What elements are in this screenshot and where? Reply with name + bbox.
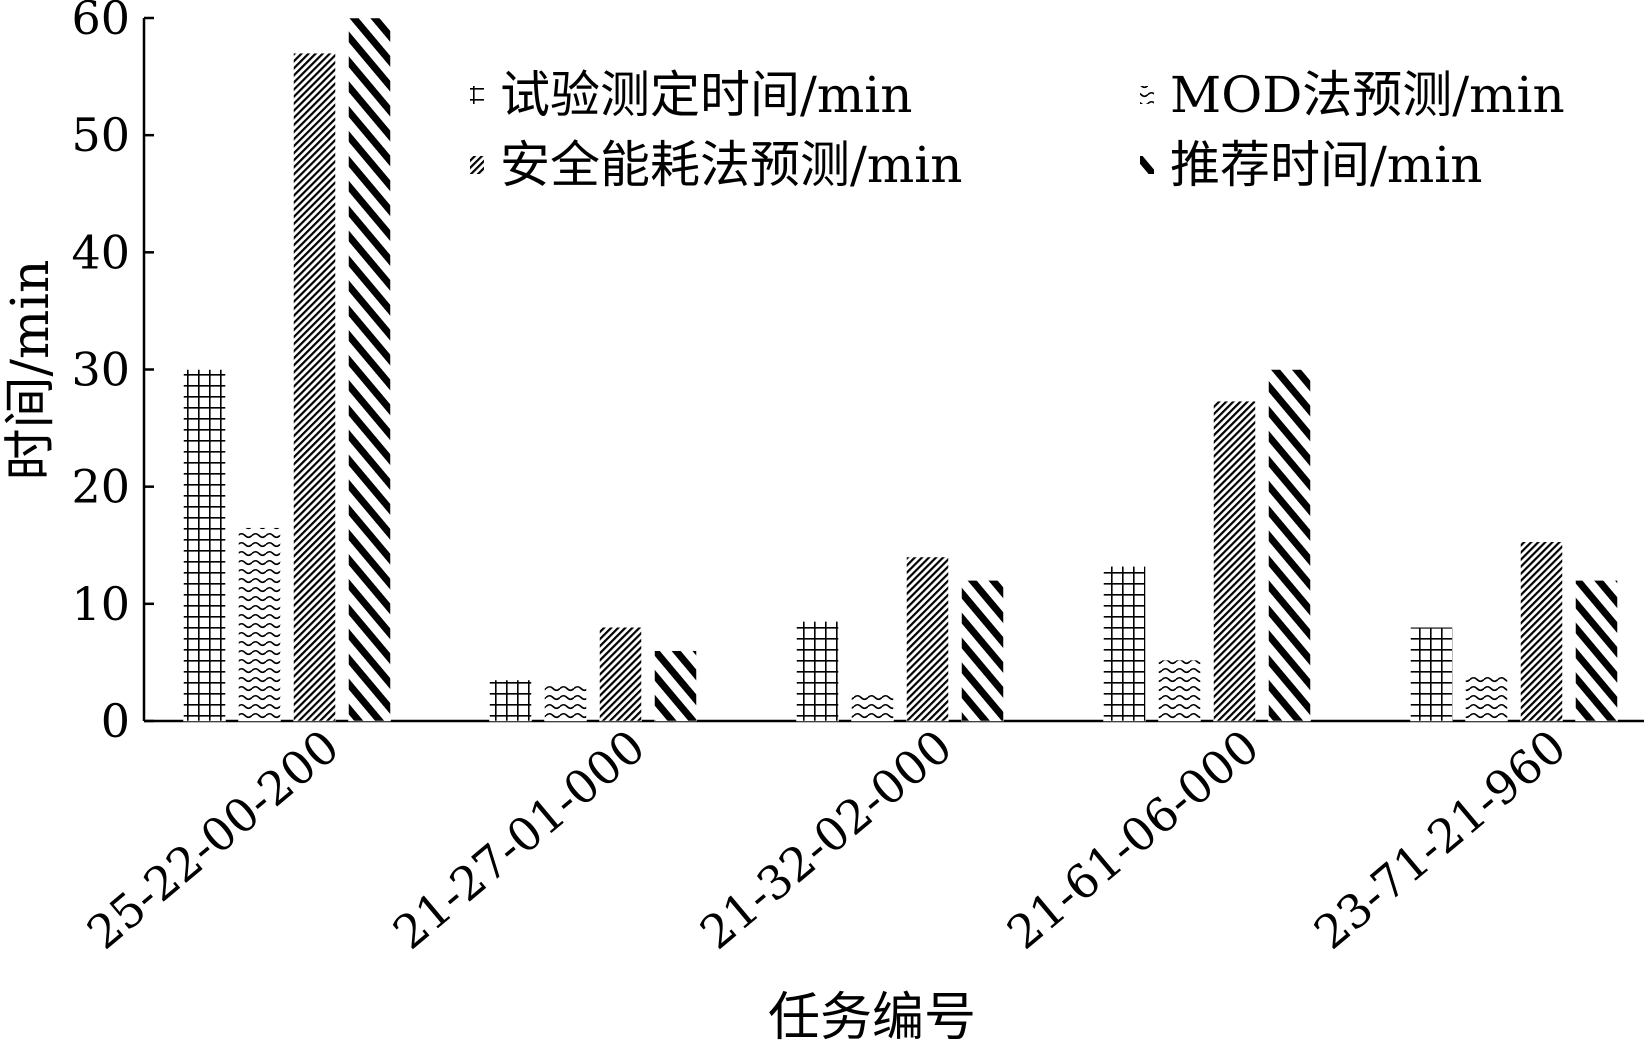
- bar: [654, 650, 697, 722]
- y-tick-label: 10: [71, 577, 130, 631]
- x-tick-label: 21-32-02-000: [690, 719, 962, 960]
- x-tick-label: 23-71-21-960: [1304, 719, 1576, 960]
- legend-label: 试验测定时间/min: [500, 66, 912, 124]
- bar: [1103, 566, 1146, 722]
- y-ticks: 0 10 20 30 40 50 60: [71, 0, 154, 748]
- bar: [1213, 400, 1256, 722]
- y-tick-label: 30: [71, 343, 130, 397]
- bar: [599, 627, 642, 722]
- y-axis-label: 时间/min: [1, 260, 61, 481]
- legend-swatch: [470, 86, 484, 104]
- y-tick-label: 60: [71, 0, 130, 45]
- bar: [1410, 627, 1453, 722]
- bar: [544, 685, 587, 722]
- bar: [1465, 676, 1508, 722]
- bar: [238, 527, 281, 722]
- x-tick-label: 21-27-01-000: [383, 719, 655, 960]
- y-tick-label: 50: [71, 108, 130, 162]
- y-tick-label: 0: [101, 694, 130, 748]
- y-tick-label: 40: [71, 225, 130, 279]
- bar: [906, 556, 949, 722]
- bar: [183, 369, 226, 722]
- bar: [1575, 580, 1618, 722]
- x-axis-label: 任务编号: [768, 988, 976, 1045]
- bars: [183, 17, 1618, 722]
- x-tick-label: 21-61-06-000: [997, 719, 1269, 960]
- bar: [348, 17, 391, 722]
- legend-label: MOD法预测/min: [1170, 66, 1565, 124]
- legend-label: 安全能耗法预测/min: [500, 136, 962, 194]
- legend-swatch: [470, 156, 484, 174]
- x-ticks: 25-22-00-200 21-27-01-000 21-32-02-000 21-6…: [77, 719, 1576, 960]
- bar: [489, 679, 532, 722]
- bar: [1268, 369, 1311, 722]
- bar: [1158, 659, 1201, 722]
- bar: [796, 621, 839, 722]
- bar: [851, 691, 894, 722]
- legend: 试验测定时间/min MOD法预测/min 安全能耗法预测/min 推荐时间/min: [470, 66, 1565, 194]
- bar: [293, 52, 336, 722]
- legend-swatch: [1140, 86, 1154, 104]
- legend-swatch: [1140, 156, 1154, 174]
- bar: [1520, 541, 1563, 722]
- bar: [961, 580, 1004, 722]
- x-tick-label: 25-22-00-200: [77, 719, 349, 960]
- y-tick-label: 20: [71, 460, 130, 514]
- legend-label: 推荐时间/min: [1170, 136, 1482, 194]
